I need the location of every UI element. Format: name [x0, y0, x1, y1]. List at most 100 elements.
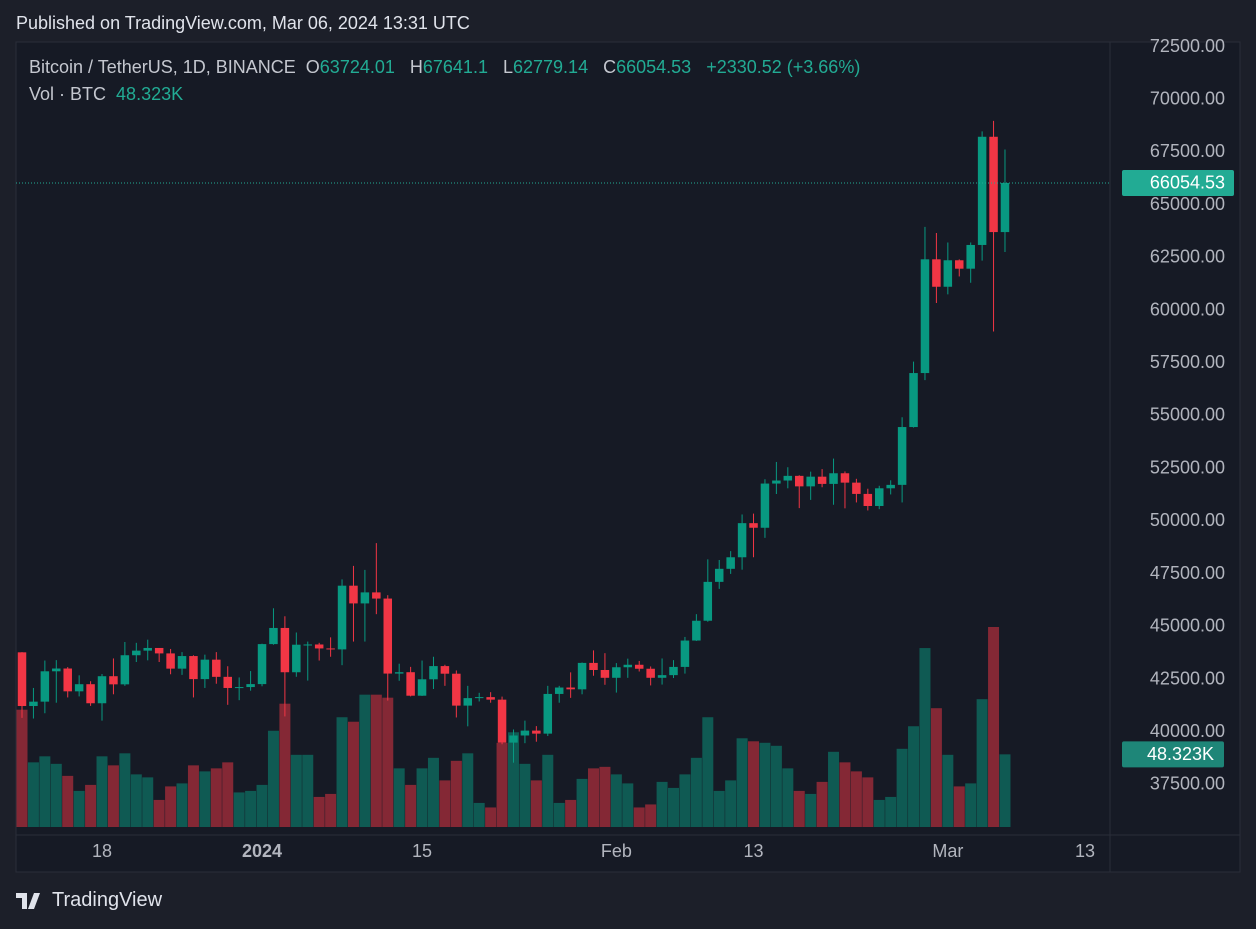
- candle-body: [680, 640, 690, 667]
- volume-bar: [588, 768, 599, 827]
- candle-body: [875, 488, 884, 506]
- candle-body: [943, 260, 953, 287]
- candle-body: [394, 672, 404, 674]
- candle-body: [440, 666, 450, 674]
- volume-bar: [896, 748, 908, 827]
- volume-bar: [565, 799, 577, 827]
- volume-bar: [793, 790, 805, 827]
- volume-bar: [427, 757, 439, 827]
- candle-body: [189, 656, 198, 680]
- volume-bar: [862, 777, 874, 827]
- candle-body: [417, 679, 427, 696]
- y-tick-label: 37500.00: [1150, 774, 1225, 794]
- header: Published on TradingView.com, Mar 06, 20…: [16, 13, 470, 33]
- candle-body: [29, 701, 38, 707]
- candle-body: [497, 699, 507, 743]
- candle-body: [829, 473, 838, 484]
- volume-bar: [850, 771, 862, 827]
- x-tick-label: 13: [1075, 841, 1095, 861]
- volume-tag-label: 48.323K: [1147, 744, 1214, 764]
- candle-body: [154, 647, 164, 654]
- candle-body: [109, 676, 118, 685]
- candle-body: [726, 557, 735, 569]
- candle-body: [120, 655, 130, 685]
- candle-body: [977, 136, 987, 245]
- candle-body: [794, 475, 804, 487]
- candle-body: [486, 697, 495, 700]
- candle-body: [177, 656, 187, 669]
- volume-bar: [988, 627, 1000, 827]
- candle-body: [897, 427, 907, 485]
- volume-bar: [450, 760, 462, 827]
- symbol-title: Bitcoin / TetherUS, 1D, BINANCE: [29, 57, 296, 77]
- volume-bar: [267, 730, 279, 827]
- candle-body: [886, 484, 895, 489]
- volume-bar: [16, 709, 28, 827]
- volume-bar: [999, 754, 1011, 827]
- candle-body: [452, 673, 461, 706]
- volume-bar: [656, 781, 668, 827]
- volume-bar: [347, 721, 359, 827]
- change: +2330.52: [706, 57, 782, 77]
- candle-body: [166, 653, 175, 669]
- last-price-tag: [1122, 169, 1234, 196]
- candle-body: [257, 644, 267, 685]
- volume-bar: [142, 777, 154, 827]
- ohlc-label: O: [305, 57, 320, 77]
- volume-bar: [919, 648, 931, 827]
- volume-bar: [622, 783, 634, 827]
- volume-bar: [725, 780, 737, 827]
- x-tick-label: Mar: [932, 841, 963, 861]
- brand-logo: [16, 892, 40, 909]
- volume-bar: [405, 784, 417, 827]
- volume-bar: [770, 745, 782, 827]
- candle-body: [132, 650, 141, 656]
- candle-body: [292, 644, 301, 673]
- candle-body: [337, 585, 347, 650]
- volume-bar: [610, 774, 622, 827]
- candle-body: [657, 675, 667, 678]
- candle-body: [543, 693, 553, 734]
- volume-bar: [976, 699, 988, 827]
- volume-bar: [965, 783, 977, 827]
- volume-bar: [759, 742, 771, 827]
- candle-body: [74, 684, 84, 692]
- volume-bar: [542, 754, 554, 827]
- volume-bar: [599, 766, 611, 827]
- volume-bar: [290, 754, 302, 827]
- volume-bar: [256, 784, 268, 827]
- y-tick-label: 65000.00: [1150, 194, 1225, 214]
- candle-body: [852, 482, 861, 494]
- candle-body: [326, 648, 335, 650]
- candle-body: [234, 687, 244, 689]
- volume-bar: [119, 753, 131, 827]
- volume-bar: [107, 765, 119, 827]
- candle-body: [600, 669, 610, 678]
- y-tick-label: 47500.00: [1150, 563, 1225, 583]
- x-tick-label: 13: [744, 841, 764, 861]
- volume-bar: [325, 793, 337, 827]
- volume-bar: [930, 708, 942, 827]
- candle-body: [623, 664, 633, 668]
- volume-bar: [416, 768, 428, 827]
- brand-name: TradingView: [52, 889, 163, 911]
- candle-body: [863, 493, 873, 506]
- candle-body: [612, 667, 621, 678]
- x-tick-label: 15: [412, 841, 432, 861]
- candle-body: [634, 664, 644, 669]
- volume-bar: [473, 802, 485, 827]
- candle-body: [383, 598, 393, 674]
- candle-body: [783, 475, 793, 481]
- candle-body: [737, 523, 747, 558]
- volume-title: Vol · BTC: [29, 84, 107, 104]
- volume-bar: [439, 780, 451, 827]
- volume-bar: [245, 790, 257, 827]
- candle-body: [589, 662, 598, 670]
- candle-body: [86, 684, 95, 704]
- volume-bar: [210, 768, 222, 827]
- y-tick-label: 55000.00: [1150, 405, 1225, 425]
- candle-body: [314, 644, 324, 649]
- volume-bar: [576, 778, 588, 827]
- candle-body: [303, 644, 312, 646]
- candle-body: [760, 483, 770, 528]
